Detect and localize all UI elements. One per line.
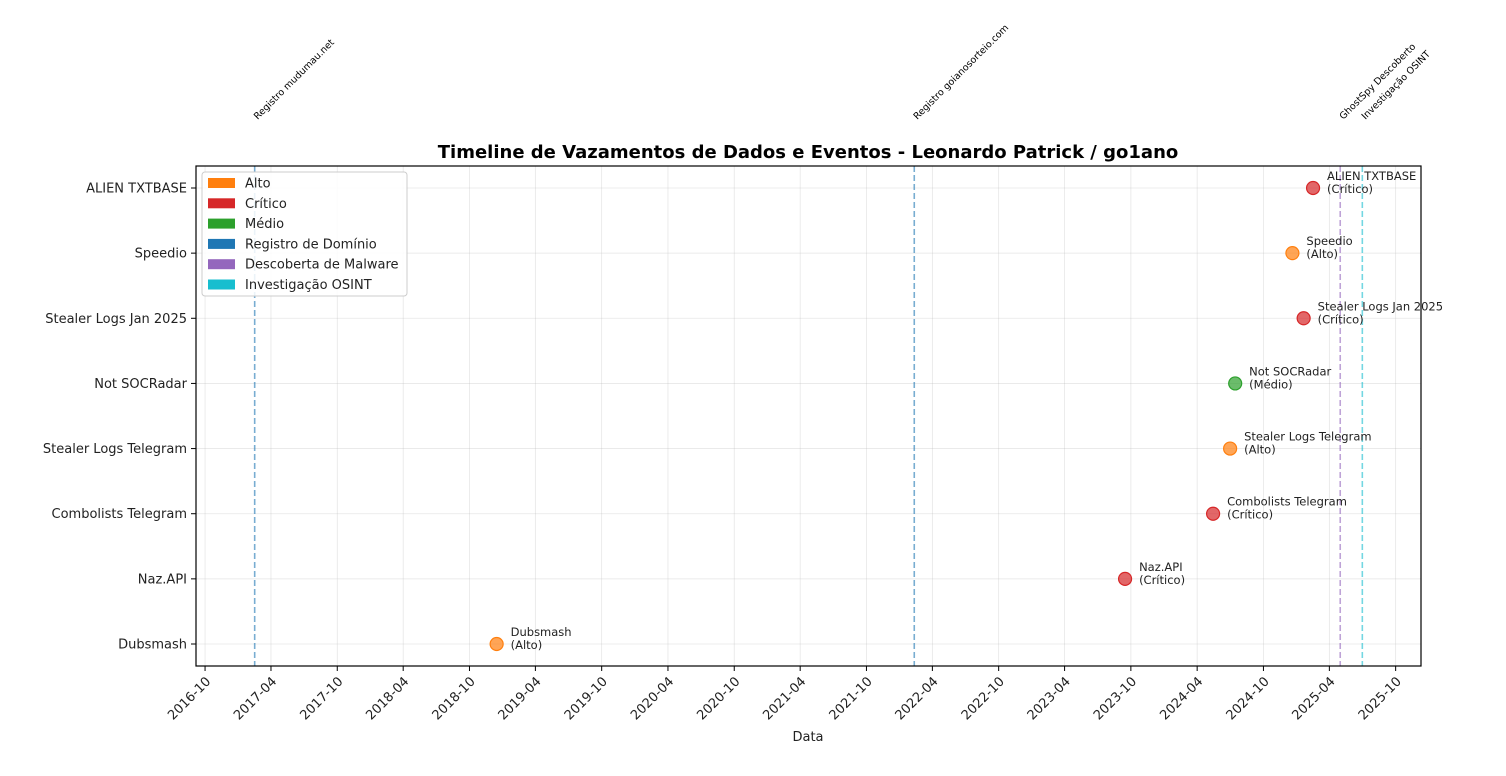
y-tick-label: Not SOCRadar <box>94 377 187 392</box>
data-point <box>1296 311 1311 326</box>
legend-label: Crítico <box>245 197 287 212</box>
point-sublabel: (Crítico) <box>1327 182 1373 196</box>
legend-items: Alto Crítico Médio Registro de Domínio Desco… <box>208 177 399 293</box>
x-axis-label: Data <box>792 730 823 745</box>
y-tick-label: ALIEN TXTBASE <box>86 182 187 197</box>
legend-box <box>201 171 408 297</box>
y-tick-label: Combolists Telegram <box>52 507 187 522</box>
y-axis: Dubsmash Naz.API Combolists Telegram Steale… <box>43 182 196 653</box>
legend-label: Descoberta de Malware <box>245 258 399 273</box>
y-tick-label: Stealer Logs Telegram <box>43 442 187 457</box>
data-point <box>1223 441 1238 456</box>
legend-swatch <box>208 279 235 290</box>
y-tick-label: Dubsmash <box>118 638 187 653</box>
legend-swatch <box>208 259 235 270</box>
legend-swatch <box>208 218 235 229</box>
y-tick-label: Naz.API <box>138 572 187 587</box>
legend-label: Investigação OSINT <box>245 278 372 293</box>
point-sublabel: (Crítico) <box>1227 508 1273 522</box>
point-label: Not SOCRadar <box>1249 364 1331 378</box>
point-label: Combolists Telegram <box>1227 495 1347 509</box>
point-sublabel: (Crítico) <box>1139 573 1185 587</box>
legend-swatch <box>208 198 235 209</box>
point-label: Stealer Logs Telegram <box>1244 430 1371 444</box>
point-label: Naz.API <box>1139 560 1183 574</box>
chart-title: Timeline de Vazamentos de Dados e Evento… <box>438 142 1179 163</box>
data-point <box>1305 180 1321 196</box>
plot-frame <box>195 165 1422 667</box>
legend-label: Alto <box>245 177 271 192</box>
legend-label: Médio <box>245 217 284 232</box>
data-point <box>1285 246 1300 261</box>
data-point <box>489 636 504 652</box>
point-label: Stealer Logs Jan 2025 <box>1318 299 1443 313</box>
legend-label: Registro de Domínio <box>245 237 377 252</box>
legend-swatch <box>208 238 235 249</box>
point-label: Dubsmash <box>511 625 572 639</box>
point-label: ALIEN TXTBASE <box>1327 169 1416 183</box>
point-sublabel: (Crítico) <box>1318 312 1364 326</box>
data-points: Dubsmash(Alto)Naz.API(Crítico)Combolists… <box>489 169 1443 652</box>
data-point <box>1228 376 1243 391</box>
legend-swatch <box>208 178 235 188</box>
point-sublabel: (Alto) <box>1306 247 1338 261</box>
data-point <box>1205 506 1221 521</box>
data-point <box>1117 571 1133 586</box>
point-sublabel: (Alto) <box>1244 443 1276 457</box>
point-label: Speedio <box>1306 234 1352 248</box>
point-sublabel: (Médio) <box>1249 377 1293 391</box>
y-tick-label: Stealer Logs Jan 2025 <box>45 312 187 327</box>
y-tick-label: Speedio <box>135 247 187 262</box>
legend: Alto Crítico Médio Registro de Domínio Desco… <box>201 171 408 297</box>
point-sublabel: (Alto) <box>511 638 543 652</box>
